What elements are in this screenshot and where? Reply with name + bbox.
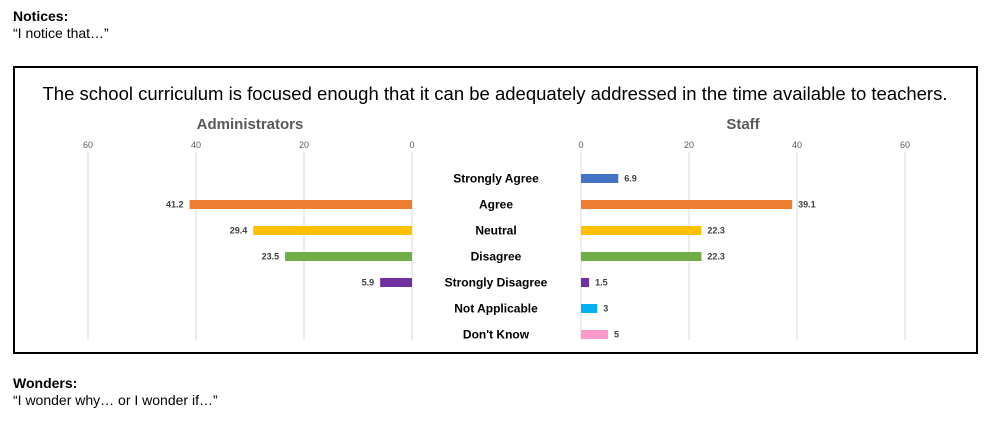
wonders-heading: Wonders: — [13, 375, 78, 391]
chart-frame: The school curriculum is focused enough … — [13, 66, 978, 354]
tick-label-admin: 20 — [299, 140, 309, 150]
series-label-staff: Staff — [726, 116, 760, 133]
bar-staff-not-applicable — [581, 304, 598, 313]
category-label-neutral: Neutral — [475, 224, 516, 238]
tick-label-admin: 40 — [191, 140, 201, 150]
series-label-administrators: Administrators — [197, 116, 304, 133]
data-label-admin-neutral: 29.4 — [230, 226, 248, 236]
data-label-staff-strongly-disagree: 1.5 — [595, 278, 608, 288]
wonders-prompt: “I wonder why… or I wonder if…” — [13, 392, 218, 408]
bar-staff-strongly-agree — [581, 174, 619, 183]
bar-staff-neutral — [581, 226, 702, 235]
bar-staff-strongly-disagree — [581, 278, 590, 287]
category-label-disagree: Disagree — [471, 250, 522, 264]
data-label-staff-not-applicable: 3 — [603, 304, 608, 314]
tick-label-admin: 0 — [409, 140, 414, 150]
bar-admin-disagree — [285, 252, 412, 261]
bar-admin-neutral — [253, 226, 412, 235]
data-label-staff-strongly-agree: 6.9 — [624, 174, 637, 184]
tick-label-staff: 60 — [900, 140, 910, 150]
bar-staff-disagree — [581, 252, 702, 261]
tick-label-staff: 40 — [792, 140, 802, 150]
notices-prompt: “I notice that…” — [13, 25, 109, 41]
tick-label-admin: 60 — [83, 140, 93, 150]
data-label-admin-strongly-disagree: 5.9 — [362, 278, 375, 288]
data-label-admin-agree: 41.2 — [166, 200, 184, 210]
tick-label-staff: 0 — [578, 140, 583, 150]
data-label-staff-don-t-know: 5 — [614, 330, 619, 340]
category-label-don-t-know: Don't Know — [463, 328, 530, 342]
category-label-strongly-agree: Strongly Agree — [453, 172, 539, 186]
data-label-admin-disagree: 23.5 — [262, 252, 280, 262]
chart-title: The school curriculum is focused enough … — [43, 83, 948, 104]
category-label-not-applicable: Not Applicable — [454, 302, 538, 316]
data-label-staff-agree: 39.1 — [798, 200, 816, 210]
bar-admin-strongly-disagree — [380, 278, 412, 287]
bar-staff-agree — [581, 200, 793, 209]
wonders-section: Wonders: “I wonder why… or I wonder if…” — [13, 375, 218, 409]
category-label-agree: Agree — [479, 198, 513, 212]
tick-label-staff: 20 — [684, 140, 694, 150]
notices-section: Notices: “I notice that…” — [13, 8, 109, 42]
diverging-bar-chart: The school curriculum is focused enough … — [43, 83, 948, 342]
data-label-staff-neutral: 22.3 — [707, 226, 725, 236]
bar-admin-agree — [189, 200, 412, 209]
notices-heading: Notices: — [13, 8, 69, 24]
data-label-staff-disagree: 22.3 — [707, 252, 725, 262]
bar-staff-don-t-know — [581, 330, 608, 339]
category-label-strongly-disagree: Strongly Disagree — [445, 276, 548, 290]
